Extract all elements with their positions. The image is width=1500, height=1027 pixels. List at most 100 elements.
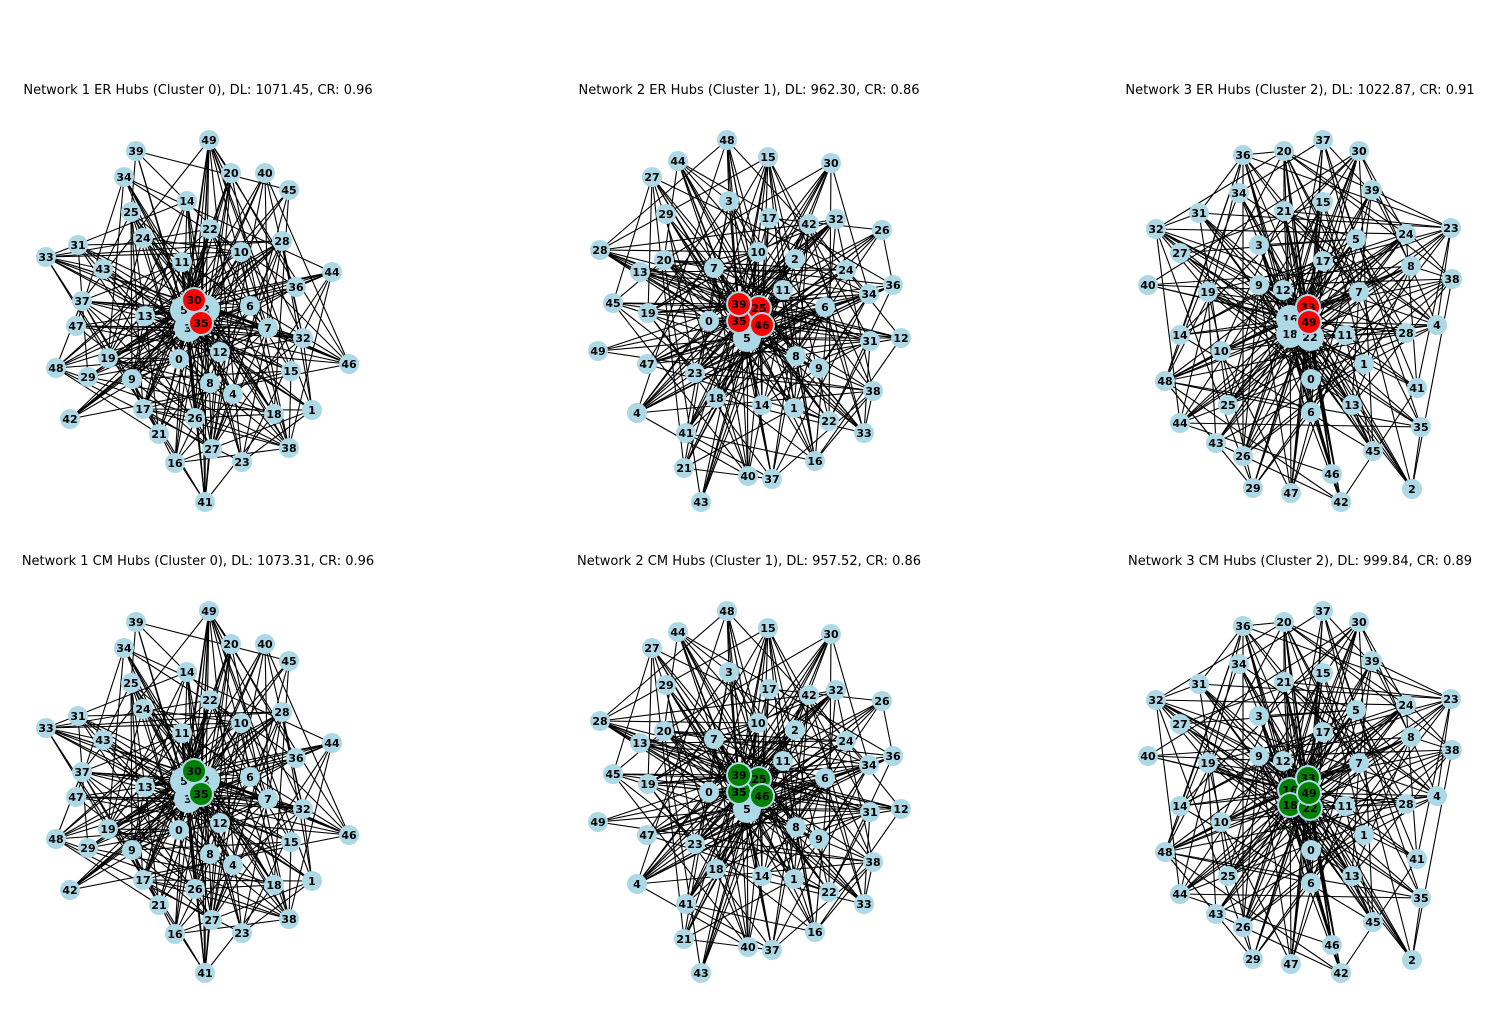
node-circle [279,651,299,671]
node-label: 48 [48,362,63,375]
node-label: 43 [693,967,708,980]
node-label: 29 [658,679,673,692]
node-47: 47 [1281,483,1301,503]
node-26: 26 [872,220,892,240]
node-circle [322,262,342,282]
node-circle [1349,282,1369,302]
node-20: 20 [1274,141,1294,161]
node-label: 3 [725,666,733,679]
node-circle [1229,654,1249,674]
node-26: 26 [1233,446,1253,466]
node-label: 20 [223,167,239,180]
node-circle [1354,354,1374,374]
node-label: 46 [754,790,770,803]
node-circle [786,346,806,366]
node-circle [133,699,153,719]
edge [767,156,871,342]
node-12: 12 [210,813,230,833]
edge [761,689,837,797]
node-label: 11 [174,256,189,269]
node-circle [1273,280,1293,300]
edge [107,327,189,359]
edge [102,268,221,353]
node-8: 8 [1401,727,1421,747]
edge [1307,777,1418,860]
node-19: 19 [98,819,118,839]
node-circle [758,618,778,638]
node-label: 34 [861,288,877,301]
node-label: 31 [70,239,85,252]
edge [1283,621,1453,751]
node-circle [784,869,804,889]
node-circle [1206,433,1226,453]
node-circle [1313,251,1333,271]
node-label: 13 [632,737,647,750]
node-24: 24 [133,228,153,248]
node-circle [1362,651,1382,671]
node-32: 32 [1146,219,1166,239]
panel-network-1-cm: Network 1 CM Hubs (Cluster 0), DL: 1073.… [22,554,374,983]
node-16: 16 [165,924,185,944]
node-circle [133,399,153,419]
node-label: 14 [1172,329,1188,342]
node-label: 30 [1351,145,1367,158]
node-9: 9 [809,829,829,849]
node-circle [809,829,829,849]
node-circle [114,167,134,187]
node-circle [859,755,879,775]
edge [1179,762,1360,895]
edge [793,694,810,880]
node-label: 39 [1364,184,1379,197]
node-circle [258,789,278,809]
edge [209,699,297,759]
edge [1220,704,1407,823]
edge [794,162,832,260]
hub-node-circle [1298,782,1320,804]
node-34: 34 [859,755,879,775]
node-48: 48 [1155,842,1175,862]
node-28: 28 [1396,323,1416,343]
node-41: 41 [1407,849,1427,869]
node-label: 18 [1282,328,1297,341]
node-18: 18 [264,875,284,895]
edge [1155,150,1285,230]
edge [131,378,176,464]
edge [746,337,871,342]
edge [768,688,883,702]
edge [1147,150,1360,286]
node-31: 31 [1189,674,1209,694]
node-circle [799,685,819,705]
node-46: 46 [1322,935,1342,955]
node-label: 31 [862,335,877,348]
edge [1147,621,1360,757]
node-37: 37 [1313,130,1333,150]
node-label: 22 [821,415,836,428]
node-39: 39 [126,141,146,161]
node-label: 1 [308,875,316,888]
edge [677,631,730,673]
node-label: 36 [1235,149,1251,162]
edge [1371,189,1452,229]
edge [715,229,883,399]
node-label: 1 [790,873,798,886]
node-circle [738,466,758,486]
hub-node-circle [183,289,205,311]
node-31: 31 [68,235,88,255]
node-21: 21 [1274,201,1294,221]
edge [1308,227,1452,323]
edge [1355,709,1438,797]
edge [746,808,865,905]
node-label: 24 [1398,699,1414,712]
node-circle [1281,954,1301,974]
node-label: 25 [751,302,766,315]
edge [240,251,269,329]
edge [1358,621,1407,706]
edge [1155,228,1407,235]
node-circle [302,400,322,420]
node-label: 20 [1276,616,1292,629]
node-20: 20 [654,721,674,741]
edge [1238,610,1324,665]
node-circle [1363,912,1383,932]
node-circle [785,720,805,740]
node-12: 12 [891,328,911,348]
